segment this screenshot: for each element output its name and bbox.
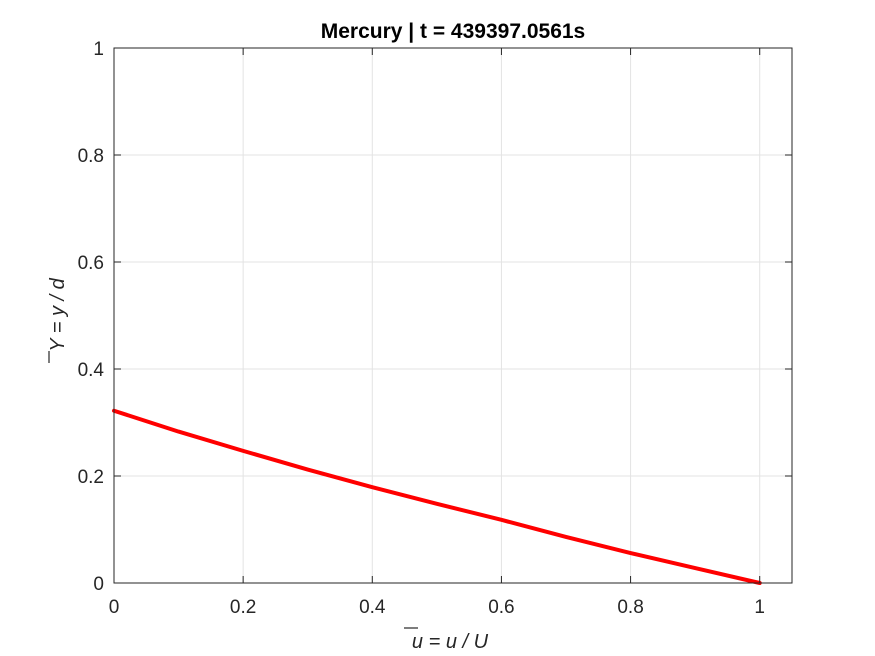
chart-title: Mercury | t = 439397.0561s [321, 20, 585, 43]
y-tick-label: 1 [93, 39, 104, 60]
grid-lines [113, 47, 792, 584]
x-tick-label: 0.2 [230, 597, 256, 618]
x-tick-label: 0.6 [488, 597, 514, 618]
x-axis-title: u = u / U [404, 627, 489, 653]
x-tick-label: 1 [754, 597, 765, 618]
y-tick-label: 0.2 [78, 467, 104, 488]
y-tick-label: 0.8 [78, 146, 104, 167]
x-tick-label: 0.8 [617, 597, 643, 618]
series-layer [112, 408, 762, 585]
y-tick-label: 0.4 [78, 360, 105, 381]
x-axis-label: u = u / U [412, 631, 489, 653]
y-axis-title: Y = y / d [47, 277, 69, 363]
x-tick-label: 0.4 [359, 597, 386, 618]
y-tick-label: 0 [93, 574, 104, 595]
tick-marks [113, 47, 792, 584]
plot-area [114, 48, 792, 583]
axes-frame [113, 47, 793, 584]
y-tick-label: 0.6 [78, 253, 104, 274]
series-line [112, 408, 762, 585]
x-tick-label: 0 [109, 597, 120, 618]
y-axis-label: Y = y / d [47, 277, 69, 351]
tick-labels: 0 0.2 0.4 0.6 0.8 1 0 0.2 0.4 0.6 0.8 1 [78, 39, 765, 618]
